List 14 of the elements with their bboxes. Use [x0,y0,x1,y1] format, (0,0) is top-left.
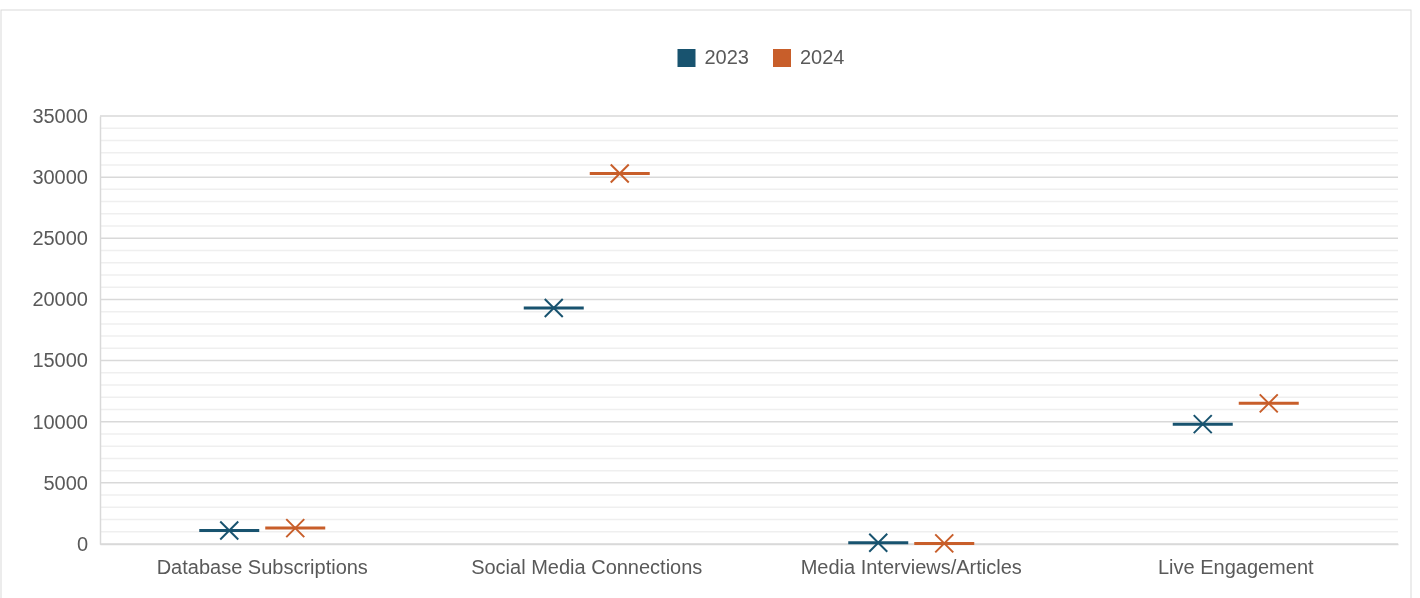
legend-label: 2023 [704,46,749,68]
y-tick-label: 0 [76,532,88,555]
x-tick-label: Database Subscriptions [156,556,368,579]
y-tick-label: 25000 [32,227,88,250]
legend-label: 2024 [800,46,845,68]
x-tick-label: Social Media Connections [471,556,703,579]
y-tick-label: 35000 [32,104,88,127]
y-tick-label: 15000 [32,349,88,372]
y-tick-label: 20000 [32,288,88,311]
y-tick-label: 5000 [43,471,88,494]
x-tick-label: Live Engagement [1157,556,1315,579]
y-tick-label: 30000 [32,166,88,189]
y-tick-label: 10000 [32,410,88,433]
x-tick-label: Media Interviews/Articles [800,556,1022,579]
